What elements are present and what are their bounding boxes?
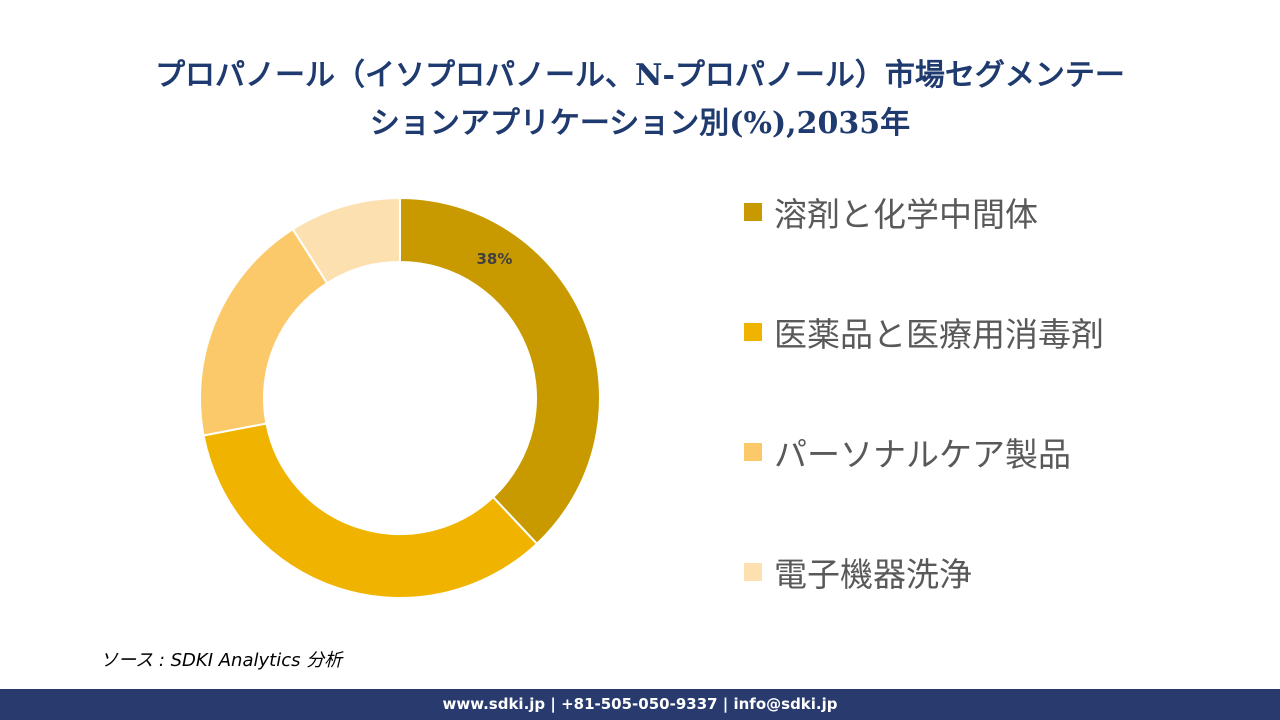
legend-swatch [744, 443, 762, 461]
data-label-1: 38% [476, 250, 512, 268]
chart-title: プロパノール（イソプロパノール、N-プロパノール）市場セグメンテー ションアプリ… [20, 52, 1260, 148]
donut-slice-1 [399, 196, 601, 546]
footer-contact-bar: www.sdki.jp | +81-505-050-9337 | info@sd… [0, 689, 1280, 720]
legend-item-4: 電子機器洗浄 [744, 544, 972, 600]
legend-label: 溶剤と化学中間体 [774, 195, 1038, 234]
donut-slice-4 [291, 196, 401, 285]
legend-swatch [744, 203, 762, 221]
legend-item-3: パーソナルケア製品 [744, 424, 1071, 480]
legend-swatch [744, 563, 762, 581]
source-note: ソース : SDKI Analytics 分析 [100, 650, 343, 671]
legend-label: 医薬品と医療用消毒剤 [774, 315, 1104, 354]
legend-item-1: 溶剤と化学中間体 [744, 184, 1038, 240]
donut-slice-3 [199, 227, 329, 437]
legend-label: 電子機器洗浄 [774, 555, 972, 594]
legend-swatch [744, 323, 762, 341]
donut-chart: 38% [199, 196, 601, 599]
legend-label: パーソナルケア製品 [774, 435, 1071, 474]
chart-title-line-2: ションアプリケーション別(%),2035年 [369, 106, 911, 141]
donut-slice-2 [202, 422, 539, 599]
legend-item-2: 医薬品と医療用消毒剤 [744, 304, 1104, 360]
chart-title-line-1: プロパノール（イソプロパノール、N-プロパノール）市場セグメンテー [155, 58, 1125, 93]
